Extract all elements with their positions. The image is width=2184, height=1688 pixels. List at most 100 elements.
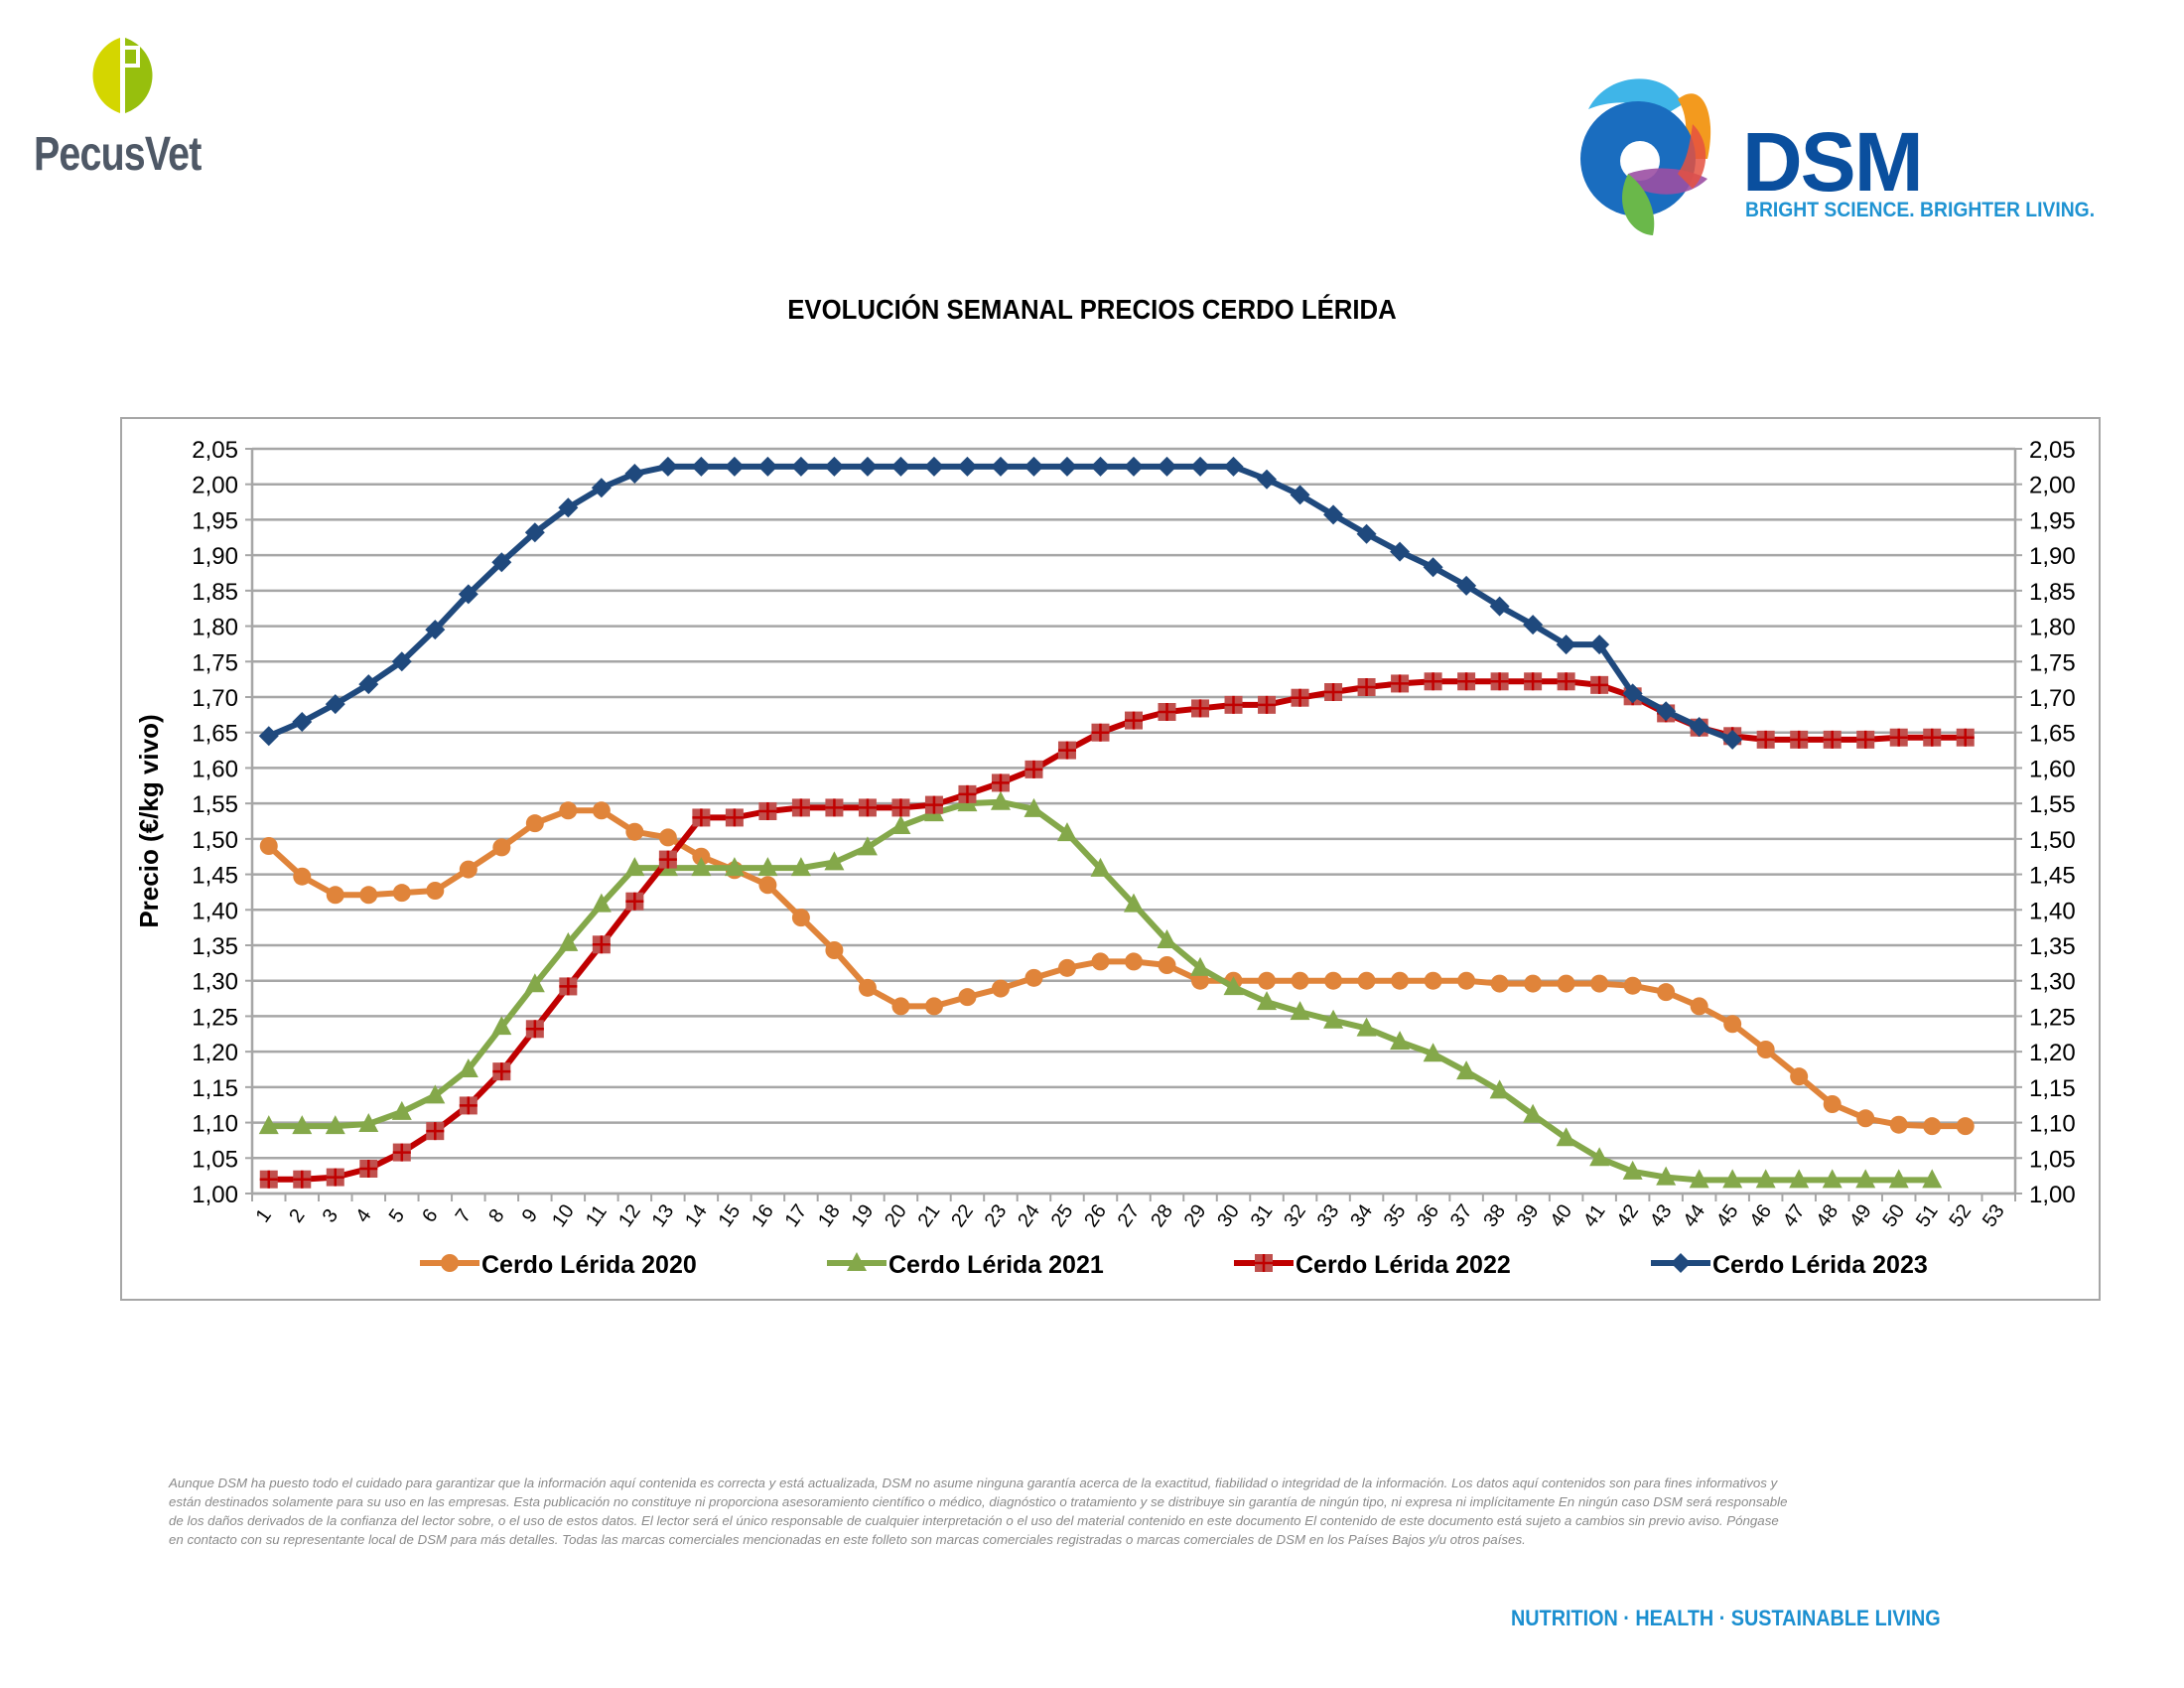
x-tick-label: 46: [1745, 1200, 1776, 1231]
dsm-swirl-logo-icon: [1580, 78, 1711, 235]
y2-tick-label: 1,70: [2029, 685, 2076, 712]
chart-frame: 1,00 1,00 1,05 1,05 1,10 1,10 1,15 1,15 1,20 1,20…: [120, 417, 2101, 1301]
x-tick-label: 29: [1180, 1200, 1211, 1231]
data-point: [1690, 997, 1708, 1016]
data-point: [391, 651, 412, 672]
data-point: [1057, 741, 1076, 760]
data-point: [1223, 456, 1244, 477]
data-point: [592, 935, 611, 954]
data-point: [559, 977, 578, 996]
data-point: [1191, 971, 1210, 990]
y2-tick-label: 1,80: [2029, 615, 2076, 641]
data-point: [1756, 730, 1775, 749]
data-point: [1623, 976, 1642, 995]
data-point: [1224, 695, 1243, 714]
data-point: [1722, 1169, 1743, 1189]
data-point: [1856, 730, 1875, 749]
line-chart: 1,00 1,00 1,05 1,05 1,10 1,10 1,15 1,15 1,20 1,20…: [134, 437, 2076, 1279]
data-point: [691, 857, 712, 877]
data-point: [1024, 797, 1044, 817]
data-point: [292, 1115, 313, 1135]
data-point: [292, 712, 313, 732]
data-point: [991, 774, 1010, 792]
data-point: [1689, 717, 1709, 737]
data-point: [293, 867, 312, 886]
data-point: [757, 456, 778, 477]
data-point: [1689, 1169, 1709, 1189]
data-point: [1524, 672, 1543, 691]
legend-label: Cerdo Lérida 2021: [888, 1251, 1104, 1279]
data-point: [1557, 672, 1575, 691]
x-tick-label: 1: [252, 1205, 276, 1227]
data-point: [1125, 952, 1143, 971]
data-point: [1956, 728, 1975, 747]
data-point: [1589, 634, 1610, 655]
y2-tick-label: 1,40: [2029, 898, 2076, 924]
x-tick-label: 39: [1513, 1200, 1544, 1231]
x-tick-label: 53: [1979, 1200, 2009, 1231]
data-point: [824, 456, 845, 477]
data-point: [891, 798, 910, 817]
data-point: [990, 790, 1011, 810]
x-tick-label: 35: [1380, 1200, 1411, 1231]
data-point: [325, 1115, 345, 1135]
data-point: [1057, 958, 1076, 977]
x-tick-label: 21: [914, 1200, 945, 1231]
y-tick-label: 1,00: [192, 1182, 238, 1208]
y2-tick-label: 1,85: [2029, 579, 2076, 606]
data-point: [258, 726, 279, 747]
y2-tick-label: 1,30: [2029, 969, 2076, 996]
data-point: [692, 847, 711, 866]
data-point: [1523, 1103, 1544, 1123]
data-point: [258, 1115, 279, 1135]
data-point: [558, 931, 579, 951]
data-point: [1258, 971, 1277, 990]
data-point: [1423, 557, 1443, 578]
x-tick-label: 49: [1845, 1200, 1876, 1231]
x-tick-label: 25: [1047, 1200, 1078, 1231]
data-point: [890, 815, 911, 834]
data-point: [658, 850, 677, 869]
data-point: [1823, 730, 1842, 749]
data-point: [1257, 469, 1278, 490]
data-point: [858, 978, 877, 997]
x-tick-label: 2: [285, 1205, 309, 1227]
x-tick-label: 34: [1346, 1200, 1377, 1231]
y-tick-label: 1,50: [192, 827, 238, 854]
x-tick-label: 17: [781, 1200, 812, 1231]
y2-tick-label: 1,05: [2029, 1146, 2076, 1173]
data-point: [757, 857, 778, 877]
pecusvet-logo: PecusVet: [34, 36, 232, 185]
y-tick-label: 1,95: [192, 507, 238, 534]
data-point: [858, 798, 877, 817]
x-tick-label: 11: [582, 1201, 612, 1231]
series-line: [266, 807, 1966, 1130]
data-point: [1424, 672, 1442, 691]
y2-tick-label: 1,95: [2029, 507, 2076, 534]
data-point: [1723, 1015, 1742, 1034]
x-tick-label: 23: [981, 1200, 1012, 1231]
data-point: [359, 1160, 378, 1178]
data-point: [1489, 596, 1510, 617]
data-point: [1490, 672, 1509, 691]
x-tick-label: 38: [1479, 1200, 1510, 1231]
data-point: [459, 860, 478, 879]
x-tick-label: 7: [452, 1205, 476, 1227]
data-point: [1456, 575, 1477, 596]
y-tick-label: 1,40: [192, 898, 238, 924]
dsm-wordmark: DSM: [1742, 115, 1924, 209]
data-point: [1756, 1041, 1775, 1058]
data-point: [491, 552, 512, 573]
x-tick-label: 18: [814, 1200, 845, 1231]
x-tick-label: 15: [715, 1200, 746, 1231]
x-tick-label: 36: [1413, 1200, 1443, 1231]
chart-title: EVOLUCIÓN SEMANAL PRECIOS CERDO LÉRIDA: [787, 294, 1397, 325]
y-tick-label: 1,30: [192, 969, 238, 996]
data-point: [491, 1016, 512, 1036]
x-tick-label: 10: [548, 1200, 579, 1231]
y2-tick-label: 1,35: [2029, 933, 2076, 960]
data-point: [890, 456, 911, 477]
data-point: [1790, 1067, 1809, 1086]
data-point: [591, 893, 612, 913]
data-point: [1923, 1117, 1942, 1136]
